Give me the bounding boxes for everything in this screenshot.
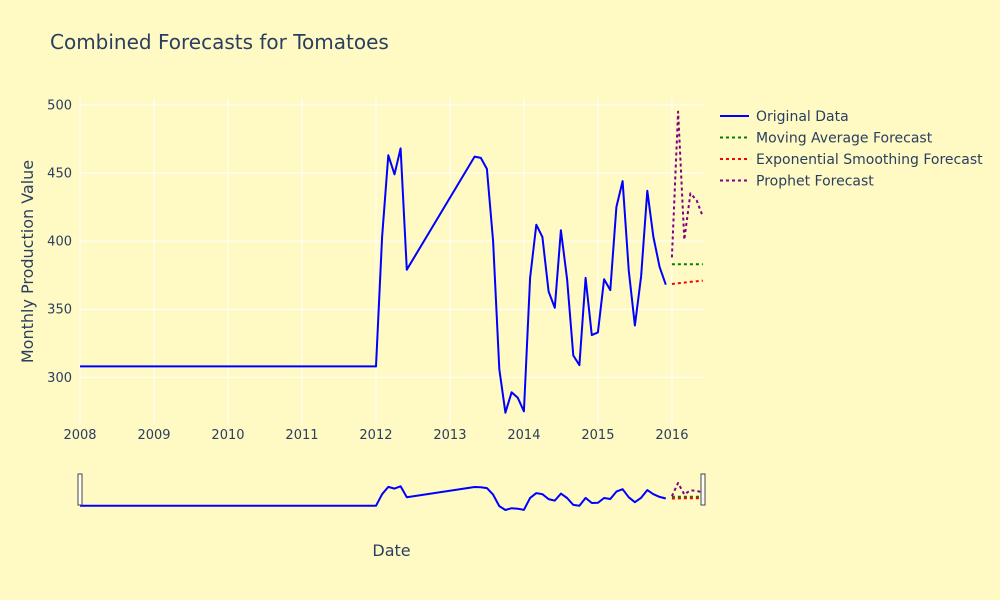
x-axis-title: Date [372,541,410,560]
y-tick-label: 500 [47,98,72,113]
series-line-3 [670,110,703,258]
legend-label: Moving Average Forecast [756,131,933,147]
legend-item[interactable]: Prophet Forecast [720,174,874,190]
legend: Original Data Moving Average Forecast Expo… [720,109,983,190]
plot-area [80,110,703,414]
y-tick-label: 450 [47,166,72,181]
range-slider-right-handle[interactable] [700,473,706,506]
chart-title: Combined Forecasts for Tomatoes [50,30,389,54]
x-tick-label: 2015 [581,428,614,443]
legend-label: Original Data [756,109,849,125]
x-tick-label: 2014 [507,428,540,443]
range-slider [77,473,706,518]
y-axis-title: Monthly Production Value [18,160,37,363]
legend-item[interactable]: Original Data [720,109,849,125]
legend-label: Exponential Smoothing Forecast [756,152,983,168]
x-tick-label: 2010 [211,428,244,443]
y-tick-label: 300 [47,371,72,386]
range-slider-track [80,473,703,518]
legend-item[interactable]: Moving Average Forecast [720,131,933,147]
x-tick-label: 2011 [285,428,318,443]
series-line-2 [671,279,703,285]
y-tick-label: 400 [47,235,72,250]
x-tick-label: 2008 [63,428,96,443]
legend-label: Prophet Forecast [756,174,874,190]
legend-item[interactable]: Exponential Smoothing Forecast [720,152,983,168]
y-tick-label: 350 [47,303,72,318]
x-tick-label: 2012 [359,428,392,443]
x-tick-label: 2009 [137,428,170,443]
range-slider-series-3 [670,482,704,497]
range-slider-series-0 [80,485,667,511]
x-tick-label: 2016 [655,428,688,443]
x-tick-label: 2013 [433,428,466,443]
range-slider-left-handle[interactable] [77,473,83,506]
series-line-0 [80,147,667,414]
